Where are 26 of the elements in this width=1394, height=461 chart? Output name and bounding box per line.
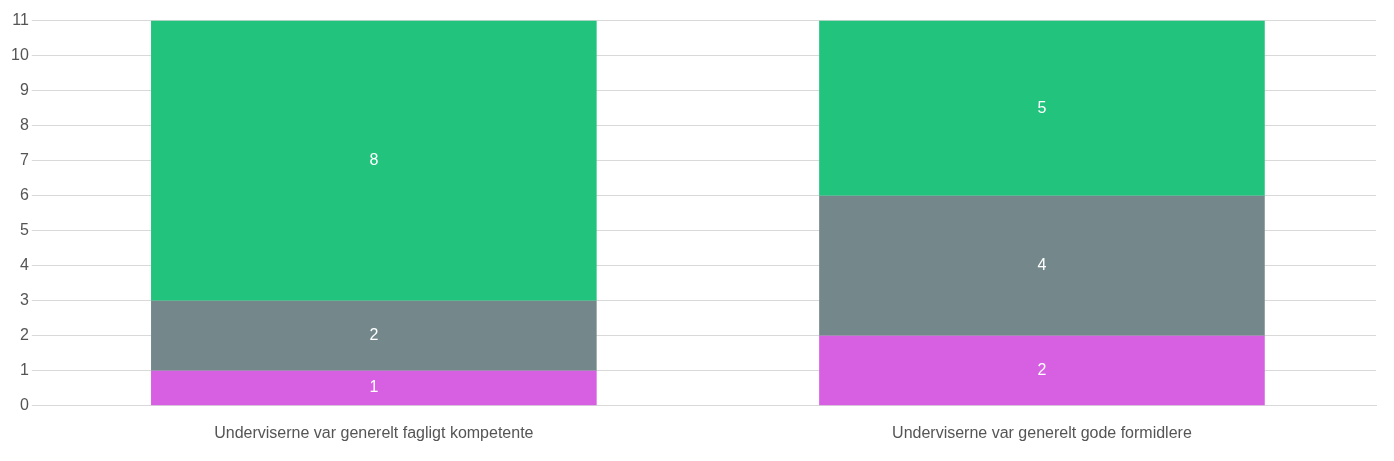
y-tick-label: 11 [12, 11, 29, 29]
data-label: 8 [369, 151, 379, 169]
x-tick-label: Underviserne var generelt fagligt kompetente [214, 423, 534, 441]
y-tick-label: 10 [11, 46, 29, 64]
y-tick-label: 9 [19, 81, 29, 99]
y-tick-label: 8 [19, 116, 29, 134]
y-tick-label: 3 [19, 291, 29, 309]
data-label: 4 [1037, 256, 1047, 274]
data-label: 5 [1037, 98, 1047, 116]
x-tick-label: Underviserne var generelt gode formidlere [892, 423, 1192, 441]
y-tick-label: 4 [19, 256, 29, 274]
bar [151, 20, 597, 301]
bar [819, 335, 1265, 406]
y-tick-label: 6 [19, 186, 29, 204]
bar [151, 300, 597, 371]
y-tick-label: 5 [19, 221, 29, 239]
bar [819, 20, 1265, 196]
y-tick-label: 0 [19, 396, 29, 414]
bar [151, 370, 597, 406]
y-tick-label: 7 [19, 151, 29, 169]
bar [819, 195, 1265, 336]
data-label: 2 [1037, 360, 1047, 378]
y-tick-label: 2 [19, 326, 29, 344]
data-label: 2 [369, 326, 379, 344]
data-label: 1 [369, 378, 379, 396]
y-tick-label: 1 [19, 361, 29, 379]
